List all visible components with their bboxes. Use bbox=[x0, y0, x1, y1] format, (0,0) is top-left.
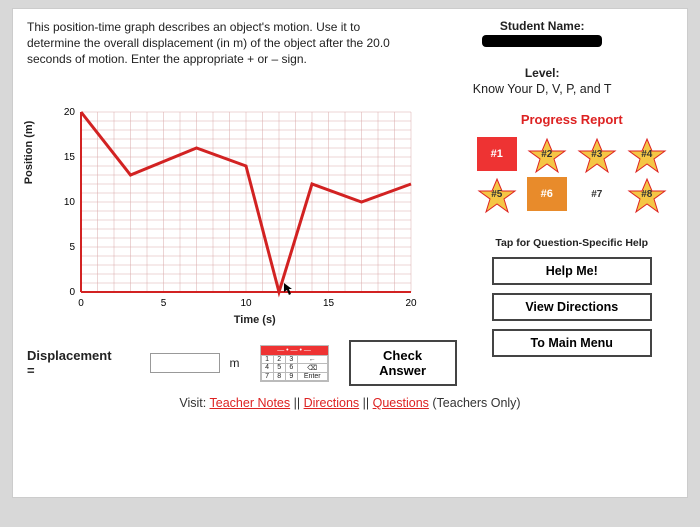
help-me-button[interactable]: Help Me! bbox=[492, 257, 652, 285]
student-name-label: Student Name: bbox=[411, 19, 673, 33]
svg-text:5: 5 bbox=[161, 298, 167, 309]
progress-badge[interactable]: #8 bbox=[627, 177, 667, 211]
top-row: This position-time graph describes an ob… bbox=[27, 19, 673, 96]
position-time-chart: 0 5 10 15 20 0 5 10 15 20 bbox=[53, 106, 417, 312]
displacement-input[interactable] bbox=[150, 353, 220, 373]
right-panel: Progress Report #1 #2 #3 #4 #5 #6 #7 #8 Tap for… bbox=[471, 106, 674, 386]
progress-badge[interactable]: #1 bbox=[477, 137, 517, 171]
student-name-redacted bbox=[482, 35, 602, 47]
progress-badges: #1 #2 #3 #4 #5 #6 #7 #8 bbox=[471, 137, 674, 211]
progress-badge[interactable]: #4 bbox=[627, 137, 667, 171]
check-answer-button[interactable]: Check Answer bbox=[349, 340, 457, 386]
chart-container: Position (m) 0510152005101520 Time (s) bbox=[27, 106, 457, 326]
x-axis-label: Time (s) bbox=[53, 314, 457, 326]
tap-help-label: Tap for Question-Specific Help bbox=[471, 237, 674, 249]
svg-text:5: 5 bbox=[69, 242, 75, 253]
footer-suffix: (Teachers Only) bbox=[432, 396, 520, 410]
question-prompt: This position-time graph describes an ob… bbox=[27, 19, 393, 96]
progress-title: Progress Report bbox=[471, 112, 674, 127]
svg-text:10: 10 bbox=[64, 197, 76, 208]
progress-badge[interactable]: #7 bbox=[577, 177, 617, 211]
svg-text:10: 10 bbox=[240, 298, 252, 309]
directions-link[interactable]: Directions bbox=[304, 396, 360, 410]
unit-label: m bbox=[230, 356, 240, 370]
main-menu-button[interactable]: To Main Menu bbox=[492, 329, 652, 357]
level-label: Level: bbox=[411, 66, 673, 80]
progress-badge[interactable]: #6 bbox=[527, 177, 567, 211]
view-directions-button[interactable]: View Directions bbox=[492, 293, 652, 321]
footer-visit: Visit: bbox=[179, 396, 206, 410]
worksheet: This position-time graph describes an ob… bbox=[12, 8, 688, 498]
footer: Visit: Teacher Notes || Directions || Qu… bbox=[27, 396, 673, 410]
numeric-keypad[interactable]: — • — • — 123← 456⌫ 789Enter bbox=[260, 345, 329, 382]
svg-text:20: 20 bbox=[64, 107, 76, 118]
answer-row: Displacement = m — • — • — 123← 456⌫ 789… bbox=[27, 340, 457, 386]
meta-panel: Student Name: Level: Know Your D, V, P, … bbox=[411, 19, 673, 96]
svg-text:15: 15 bbox=[323, 298, 335, 309]
mid-row: Position (m) 0510152005101520 Time (s) D… bbox=[27, 106, 673, 386]
teacher-notes-link[interactable]: Teacher Notes bbox=[210, 396, 291, 410]
displacement-label: Displacement = bbox=[27, 348, 112, 378]
progress-badge[interactable]: #3 bbox=[577, 137, 617, 171]
progress-badge[interactable]: #5 bbox=[477, 177, 517, 211]
y-axis-label: Position (m) bbox=[23, 121, 35, 185]
level-value: Know Your D, V, P, and T bbox=[411, 82, 673, 96]
svg-text:15: 15 bbox=[64, 152, 76, 163]
svg-text:20: 20 bbox=[405, 298, 417, 309]
progress-badge[interactable]: #2 bbox=[527, 137, 567, 171]
svg-text:0: 0 bbox=[69, 287, 75, 298]
left-panel: Position (m) 0510152005101520 Time (s) D… bbox=[27, 106, 457, 386]
questions-link[interactable]: Questions bbox=[373, 396, 429, 410]
svg-text:0: 0 bbox=[78, 298, 84, 309]
